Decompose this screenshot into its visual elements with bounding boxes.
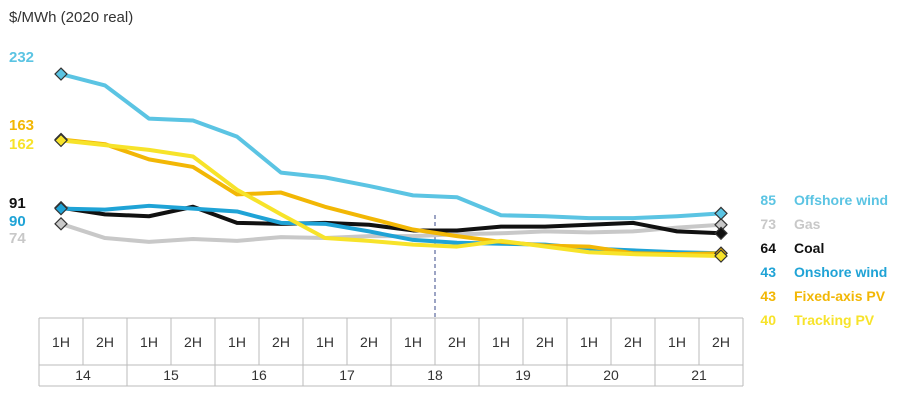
- start-label-coal: 91: [9, 195, 26, 212]
- x-tick-half: 2H: [360, 334, 378, 350]
- legend-value-onshore-wind: 43: [760, 264, 776, 280]
- x-tick-half: 1H: [492, 334, 510, 350]
- x-tick-year: 19: [515, 367, 531, 383]
- x-tick-half: 1H: [668, 334, 686, 350]
- x-tick-half: 2H: [272, 334, 290, 350]
- series-line-offshore-wind: [59, 72, 723, 221]
- x-tick-half: 1H: [580, 334, 598, 350]
- x-tick-half: 1H: [140, 334, 158, 350]
- x-tick-half: 1H: [228, 334, 246, 350]
- x-tick-half: 1H: [52, 334, 70, 350]
- legend-name-onshore-wind: Onshore wind: [794, 264, 887, 280]
- x-tick-half: 2H: [96, 334, 114, 350]
- x-tick-half: 2H: [184, 334, 202, 350]
- legend-name-coal: Coal: [794, 240, 824, 256]
- x-tick-year: 15: [163, 367, 179, 383]
- series-lines: [59, 72, 723, 259]
- x-tick-half: 1H: [404, 334, 422, 350]
- legend-value-fixed-axis-pv: 43: [760, 288, 776, 304]
- series-line-fixed-axis-pv: [59, 137, 723, 257]
- series-markers: [54, 67, 728, 263]
- x-tick-half: 2H: [448, 334, 466, 350]
- x-tick-year: 14: [75, 367, 91, 383]
- y-unit-label: $/MWh (2020 real): [9, 9, 133, 26]
- end-marker-offshore-wind: [714, 206, 728, 221]
- start-marker-gas: [54, 216, 68, 231]
- x-tick-year: 21: [691, 367, 707, 383]
- legend-name-offshore-wind: Offshore wind: [794, 192, 888, 208]
- legend: 85 Offshore wind 73 Gas 64 Coal 43 Onshore wind…: [760, 192, 888, 328]
- start-label-offshore-wind: 232: [9, 49, 34, 66]
- legend-value-coal: 64: [760, 240, 776, 256]
- start-marker-onshore-wind: [54, 201, 68, 216]
- end-marker-tracking-pv: [714, 249, 728, 263]
- start-marker-offshore-wind: [54, 67, 68, 81]
- legend-value-tracking-pv: 40: [760, 312, 776, 328]
- x-tick-year: 20: [603, 367, 619, 383]
- series-line-tracking-pv: [59, 138, 723, 259]
- legend-name-gas: Gas: [794, 216, 821, 232]
- x-tick-year: 17: [339, 367, 355, 383]
- start-marker-tracking-pv: [54, 133, 68, 148]
- legend-name-fixed-axis-pv: Fixed-axis PV: [794, 288, 886, 304]
- legend-value-gas: 73: [760, 216, 776, 232]
- start-label-tracking-pv: 162: [9, 136, 34, 153]
- x-tick-half: 2H: [712, 334, 730, 350]
- x-tick-year: 18: [427, 367, 443, 383]
- start-label-fixed-axis-pv: 163: [9, 117, 34, 134]
- series-line-coal: [59, 204, 723, 236]
- x-tick-half: 2H: [536, 334, 554, 350]
- x-tick-half: 2H: [624, 334, 642, 350]
- end-marker-coal: [714, 226, 728, 241]
- legend-name-tracking-pv: Tracking PV: [794, 312, 875, 328]
- start-label-gas: 74: [9, 230, 26, 247]
- x-tick-half: 1H: [316, 334, 334, 350]
- x-tick-year: 16: [251, 367, 267, 383]
- legend-value-offshore-wind: 85: [760, 192, 776, 208]
- start-label-onshore-wind: 90: [9, 213, 26, 230]
